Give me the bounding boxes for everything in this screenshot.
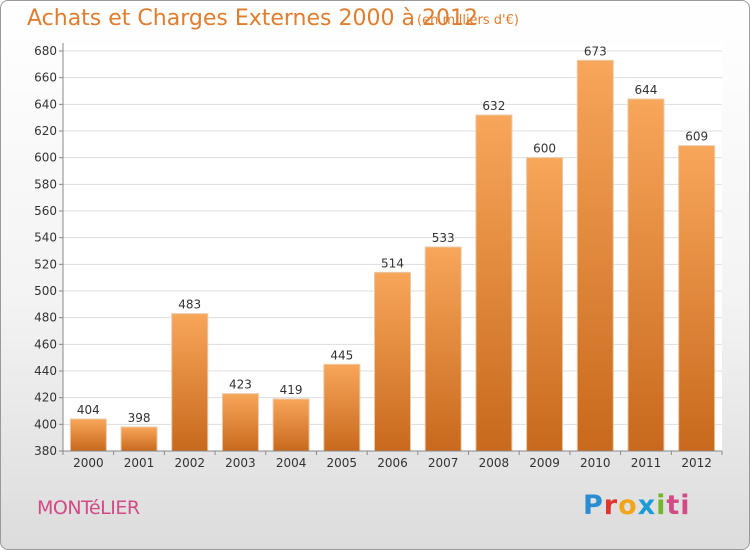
bar xyxy=(374,271,411,452)
y-tick-label: 640 xyxy=(34,97,57,111)
x-tick-label: 2012 xyxy=(681,456,712,470)
bar xyxy=(526,157,564,452)
bar xyxy=(272,398,310,452)
bar xyxy=(69,418,107,452)
y-tick-label: 540 xyxy=(34,231,57,245)
y-tick-label: 600 xyxy=(34,151,57,165)
y-tick-label: 400 xyxy=(34,417,57,431)
bar xyxy=(475,114,513,452)
x-tick-label: 2006 xyxy=(377,456,408,470)
bar xyxy=(221,393,259,452)
bar-value-label: 533 xyxy=(432,231,455,245)
logo-letter: i xyxy=(656,490,667,521)
y-tick-label: 420 xyxy=(34,391,57,405)
y-tick-label: 480 xyxy=(34,311,57,325)
bar xyxy=(120,426,158,452)
y-tick-label: 380 xyxy=(34,444,57,458)
x-tick-label: 2003 xyxy=(225,456,256,470)
proxiti-logo[interactable]: Proxiti xyxy=(583,490,691,521)
logo-letter: x xyxy=(637,490,657,521)
chart-unit: (en milliers d'€) xyxy=(417,13,519,28)
logo-letter: ti xyxy=(666,490,691,521)
x-tick-label: 2011 xyxy=(631,456,662,470)
bar-value-label: 609 xyxy=(685,130,708,144)
bar-value-label: 398 xyxy=(128,411,151,425)
bar xyxy=(171,313,209,452)
x-tick-label: 2004 xyxy=(276,456,307,470)
bar-value-label: 445 xyxy=(330,348,353,362)
bar xyxy=(576,59,614,452)
y-tick-label: 620 xyxy=(34,124,57,138)
y-tick-label: 560 xyxy=(34,204,57,218)
bar-value-label: 514 xyxy=(381,256,404,270)
labels: 380 400 420 440 460 480 500 520 540 560 580 600 620 6… xyxy=(34,44,712,470)
bar-value-label: 423 xyxy=(229,378,252,392)
logo-letter: P xyxy=(583,490,604,521)
x-tick-label: 2008 xyxy=(479,456,510,470)
x-tick-label: 2007 xyxy=(428,456,459,470)
bar-value-label: 483 xyxy=(178,298,201,312)
logo-letter: o xyxy=(618,490,638,521)
bar-value-label: 419 xyxy=(280,383,303,397)
commune-name: MONTéLIER xyxy=(37,497,140,519)
bar-value-label: 673 xyxy=(584,44,607,58)
bars xyxy=(69,59,716,452)
y-tick-label: 460 xyxy=(34,337,57,351)
bar-value-label: 600 xyxy=(533,142,556,156)
bar xyxy=(678,145,716,452)
bar xyxy=(424,246,462,452)
bar-value-label: 644 xyxy=(635,83,658,97)
bar-value-label: 632 xyxy=(482,99,505,113)
y-tick-label: 500 xyxy=(34,284,57,298)
y-tick-label: 660 xyxy=(34,71,57,85)
x-tick-label: 2009 xyxy=(529,456,560,470)
y-tick-label: 440 xyxy=(34,364,57,378)
chart-title: Achats et Charges Externes 2000 à 2012 xyxy=(27,6,478,31)
x-tick-label: 2002 xyxy=(174,456,205,470)
x-tick-label: 2000 xyxy=(73,456,104,470)
x-tick-label: 2005 xyxy=(327,456,358,470)
bar-value-label: 404 xyxy=(77,403,100,417)
y-tick-label: 680 xyxy=(34,44,57,58)
bar xyxy=(627,98,665,452)
x-tick-label: 2001 xyxy=(124,456,155,470)
bar xyxy=(323,363,361,452)
y-tick-label: 520 xyxy=(34,257,57,271)
x-tick-label: 2010 xyxy=(580,456,611,470)
logo-letter: r xyxy=(603,490,619,521)
y-tick-label: 580 xyxy=(34,177,57,191)
